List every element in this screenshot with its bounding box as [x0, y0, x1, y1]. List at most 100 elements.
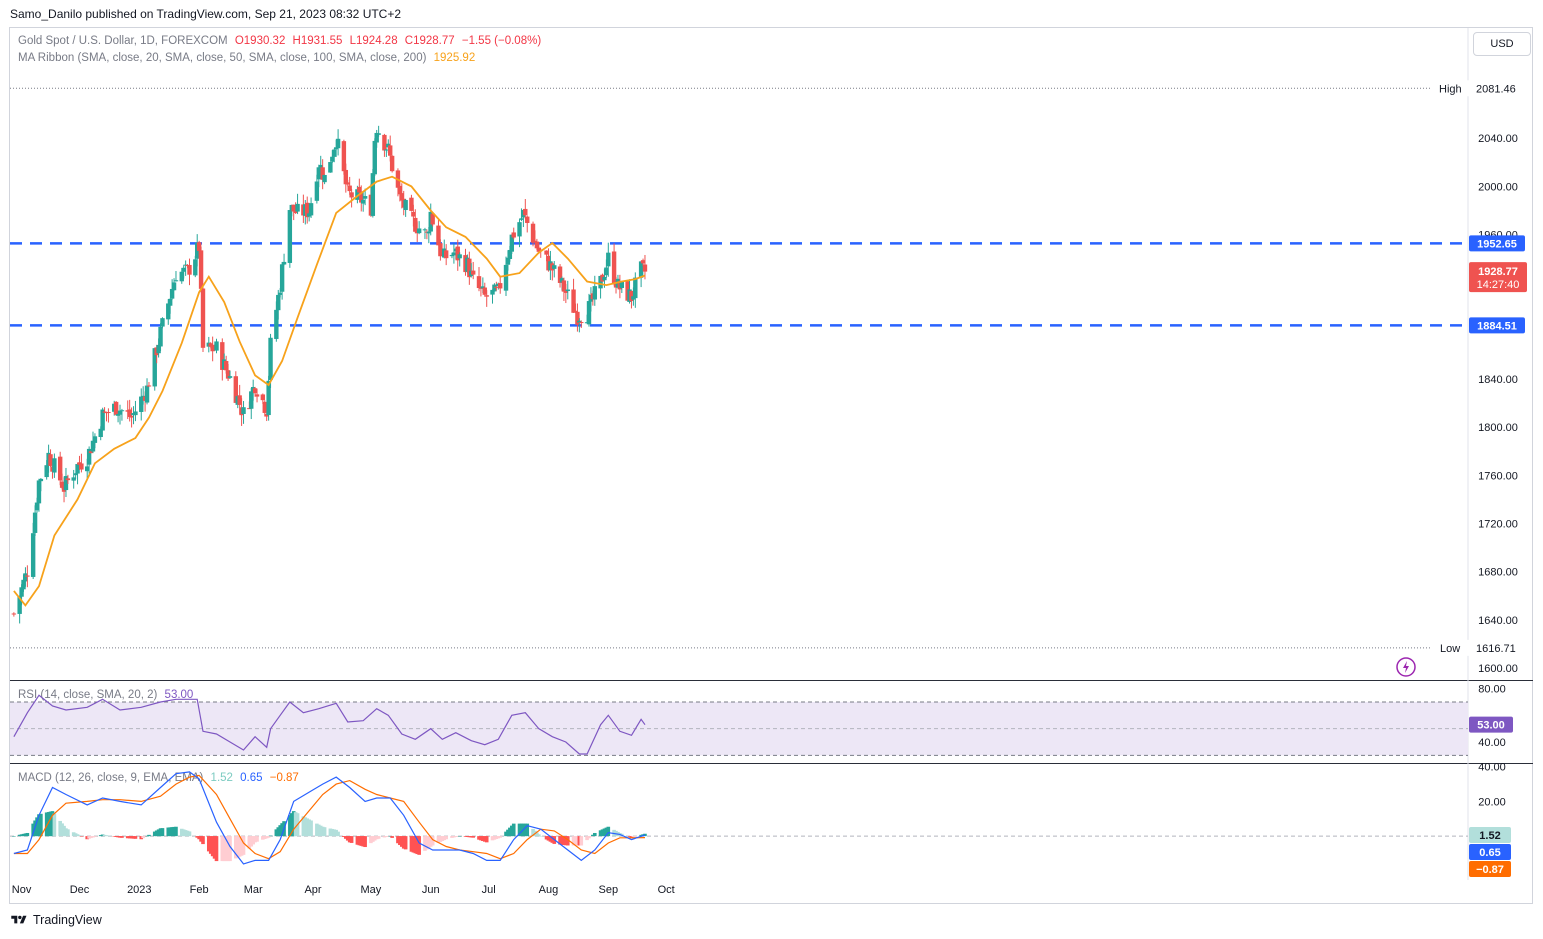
- macd-histogram-bar: [344, 836, 348, 839]
- candle-body: [220, 342, 225, 370]
- macd-histogram-bar: [156, 829, 161, 837]
- macd-histogram-bar: [444, 836, 448, 840]
- macd-histogram-bar: [114, 836, 118, 837]
- macd-histogram-bar: [116, 836, 120, 838]
- candle-body: [388, 145, 393, 156]
- candle-body: [30, 533, 36, 577]
- candle-body: [480, 286, 486, 289]
- candle-body: [274, 309, 279, 339]
- macd-histogram-bar: [573, 836, 578, 846]
- rsi-label[interactable]: RSI (14, close, SMA, 20, 2): [18, 689, 158, 701]
- macd-histogram-bar: [591, 834, 595, 837]
- macd-histogram-bar: [492, 836, 497, 840]
- macd-histogram-bar: [87, 836, 91, 839]
- candle-body: [260, 394, 266, 401]
- macd-hist-value: 1.52: [210, 772, 233, 784]
- rsi-value: 53.00: [164, 689, 194, 701]
- macd-histogram-bar: [220, 836, 225, 862]
- macd-histogram-bar: [330, 828, 335, 837]
- level-label: 1884.51: [1477, 320, 1517, 332]
- ma-ribbon-label[interactable]: MA Ribbon (SMA, close, 20, SMA, close, 5…: [18, 52, 427, 64]
- macd-histogram-bar: [600, 829, 605, 837]
- candle-body: [117, 410, 123, 415]
- macd-histogram-bar: [322, 827, 327, 837]
- macd-histogram-bar: [490, 836, 495, 841]
- time-tick-label: Jul: [482, 884, 496, 896]
- candle-body: [484, 295, 489, 297]
- macd-tick-label: 20.00: [1478, 796, 1506, 808]
- candle-body: [156, 344, 161, 354]
- candle-body: [158, 326, 163, 347]
- macd-label[interactable]: MACD (12, 26, close, 9, EMA, EMA): [18, 772, 204, 784]
- macd-histogram-bar: [457, 836, 462, 837]
- candle-body: [214, 341, 219, 351]
- candle-body: [171, 282, 177, 291]
- tradingview-logo-icon: [11, 915, 27, 924]
- macd-histogram-bar: [510, 825, 514, 837]
- candle-body: [563, 290, 569, 293]
- time-tick-label: Sep: [599, 884, 619, 896]
- candle-body: [332, 149, 337, 157]
- macd-histogram-bar: [438, 836, 443, 842]
- currency-button[interactable]: USD: [1473, 32, 1531, 56]
- macd-histogram-bar: [315, 823, 319, 837]
- candle-body: [416, 228, 422, 234]
- tradingview-logo[interactable]: TradingView: [10, 913, 102, 927]
- ohlc-low: L1924.28: [349, 35, 398, 47]
- macd-histogram-bar: [247, 836, 252, 849]
- candle-body: [278, 292, 283, 295]
- macd-histogram-bar: [430, 836, 435, 846]
- time-tick-label: Feb: [190, 884, 209, 896]
- candle-body: [127, 409, 132, 417]
- macd-histogram-bar: [145, 835, 149, 837]
- macd-histogram-bar: [376, 836, 381, 839]
- macd-histogram-bar: [415, 836, 420, 855]
- macd-histogram-bar: [152, 831, 157, 837]
- candle-body: [449, 254, 455, 257]
- macd-histogram-bar: [17, 834, 22, 837]
- symbol-label[interactable]: Gold Spot / U.S. Dollar, 1D, FOREXCOM: [18, 35, 228, 47]
- candle-body: [133, 411, 138, 416]
- candle-body: [409, 197, 414, 211]
- macd-histogram-bar: [158, 828, 163, 837]
- macd-histogram-bar: [166, 827, 171, 837]
- candle-body: [308, 203, 314, 216]
- price-tick-label: 1760.00: [1478, 470, 1518, 482]
- macd-histogram-bar: [548, 836, 553, 842]
- macd-histogram-bar: [307, 819, 311, 837]
- macd-histogram-bar: [633, 836, 638, 837]
- macd-histogram-bar: [199, 836, 203, 842]
- macd-histogram-bar: [79, 836, 84, 837]
- ohlc-close: C1928.77: [404, 35, 455, 47]
- candles-group: [11, 125, 648, 624]
- macd-histogram-bar: [589, 836, 593, 837]
- macd-histogram-bar: [222, 836, 227, 862]
- candle-body: [36, 480, 42, 504]
- macd-histogram-bar: [452, 836, 456, 838]
- macd-histogram-bar: [592, 832, 597, 837]
- macd-histogram-bar: [75, 834, 80, 837]
- candle-body: [436, 225, 441, 246]
- macd-histogram-bar: [317, 824, 321, 837]
- candle-body: [86, 448, 92, 465]
- macd-histogram-bar: [625, 836, 630, 837]
- candle-body: [25, 575, 30, 577]
- candle-body: [638, 261, 644, 278]
- time-tick-label: May: [361, 884, 382, 896]
- macd-histogram-bar: [411, 836, 416, 853]
- candle-body: [166, 303, 171, 320]
- candle-body: [357, 186, 362, 193]
- macd-histogram-bar: [301, 816, 306, 837]
- macd-histogram-bar: [100, 834, 105, 837]
- macd-histogram-bar: [469, 836, 474, 838]
- macd-histogram-bar: [201, 836, 205, 845]
- macd-histogram-bar: [384, 836, 389, 838]
- macd-histogram-bar: [168, 827, 172, 837]
- candle-body: [293, 210, 298, 214]
- price-legend: Gold Spot / U.S. Dollar, 1D, FOREXCOM O1…: [18, 35, 545, 47]
- candle-body: [606, 252, 611, 267]
- candle-body: [347, 185, 352, 192]
- candle-body: [577, 320, 582, 323]
- candle-body: [372, 140, 377, 175]
